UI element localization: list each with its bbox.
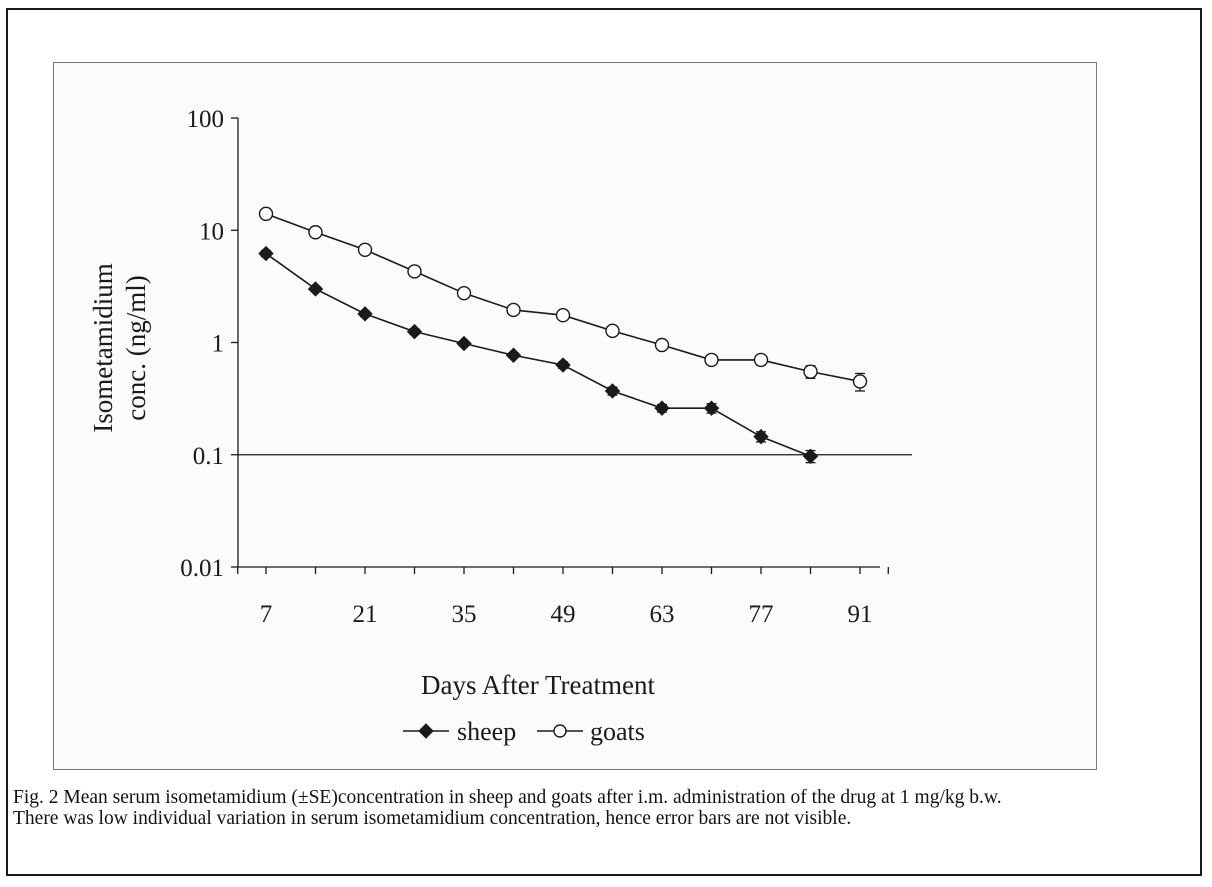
x-tick-label: 91 — [848, 601, 873, 628]
legend-item-goats: goats — [537, 717, 645, 746]
data-point-goats — [852, 374, 868, 389]
x-tick-label: 35 — [452, 601, 477, 628]
caption-line-2: There was low individual variation in se… — [13, 808, 852, 829]
series-goats — [258, 206, 868, 392]
data-point-sheep — [703, 400, 720, 416]
legend-label-sheep: sheep — [457, 717, 516, 746]
x-axis-title: Days After Treatment — [421, 670, 655, 700]
data-point-sheep — [555, 357, 571, 373]
x-tick-label: 63 — [650, 601, 675, 628]
series-group — [258, 206, 868, 464]
data-point-goats — [704, 352, 719, 368]
data-point-sheep — [654, 400, 670, 416]
chart-svg: 100 10 1 0.1 0.01 7 21 35 49 63 77 91 Isometamidium c… — [88, 106, 912, 746]
figure-caption: Fig. 2 Mean serum isometamidium (±SE)con… — [13, 787, 1193, 829]
series-sheep — [258, 245, 819, 464]
y-tick-label: 0.1 — [193, 443, 224, 470]
data-point-sheep — [604, 383, 621, 399]
data-point-goats — [803, 364, 818, 379]
caption-line-1: Fig. 2 Mean serum isometamidium (±SE)con… — [13, 787, 1002, 808]
data-point-goats — [357, 242, 373, 257]
data-point-goats — [506, 302, 521, 318]
labels-group: 100 10 1 0.1 0.01 7 21 35 49 63 77 91 Isometamidium c… — [88, 106, 873, 700]
data-point-goats — [258, 206, 274, 222]
data-point-goats — [555, 308, 571, 323]
x-tick-label: 7 — [260, 601, 273, 628]
y-tick-label: 10 — [199, 218, 224, 245]
data-point-goats — [308, 225, 323, 240]
x-tick-label: 49 — [551, 601, 576, 628]
data-point-goats — [456, 285, 472, 301]
y-axis-title-line-1: Isometamidium — [88, 263, 118, 432]
y-axis-title-line-2: conc. (ng/ml) — [121, 275, 151, 420]
series-line-sheep — [265, 252, 811, 457]
y-tick-label: 0.01 — [180, 555, 224, 582]
legend-label-goats: goats — [590, 717, 645, 746]
chart-panel — [53, 62, 1097, 770]
legend-item-sheep: sheep — [403, 717, 516, 746]
data-point-sheep — [802, 448, 819, 464]
legend-marker-sheep — [418, 723, 434, 739]
axes — [231, 117, 889, 574]
data-point-sheep — [406, 323, 423, 340]
x-tick-label: 21 — [353, 601, 378, 628]
x-tick-label: 77 — [749, 601, 774, 628]
data-point-goats — [753, 352, 769, 368]
data-point-sheep — [307, 281, 324, 297]
y-tick-label: 100 — [187, 106, 225, 133]
legend-marker-goats — [553, 724, 567, 738]
data-point-sheep — [456, 335, 472, 352]
y-tick-label: 1 — [212, 331, 225, 358]
legend: sheep goats — [403, 717, 645, 746]
data-point-sheep — [753, 428, 769, 445]
data-point-goats — [654, 337, 670, 353]
series-line-goats — [265, 213, 861, 383]
data-point-sheep — [357, 306, 373, 322]
data-point-goats — [605, 323, 620, 339]
data-point-goats — [407, 264, 422, 279]
data-point-sheep — [258, 245, 274, 262]
data-point-sheep — [505, 347, 522, 363]
